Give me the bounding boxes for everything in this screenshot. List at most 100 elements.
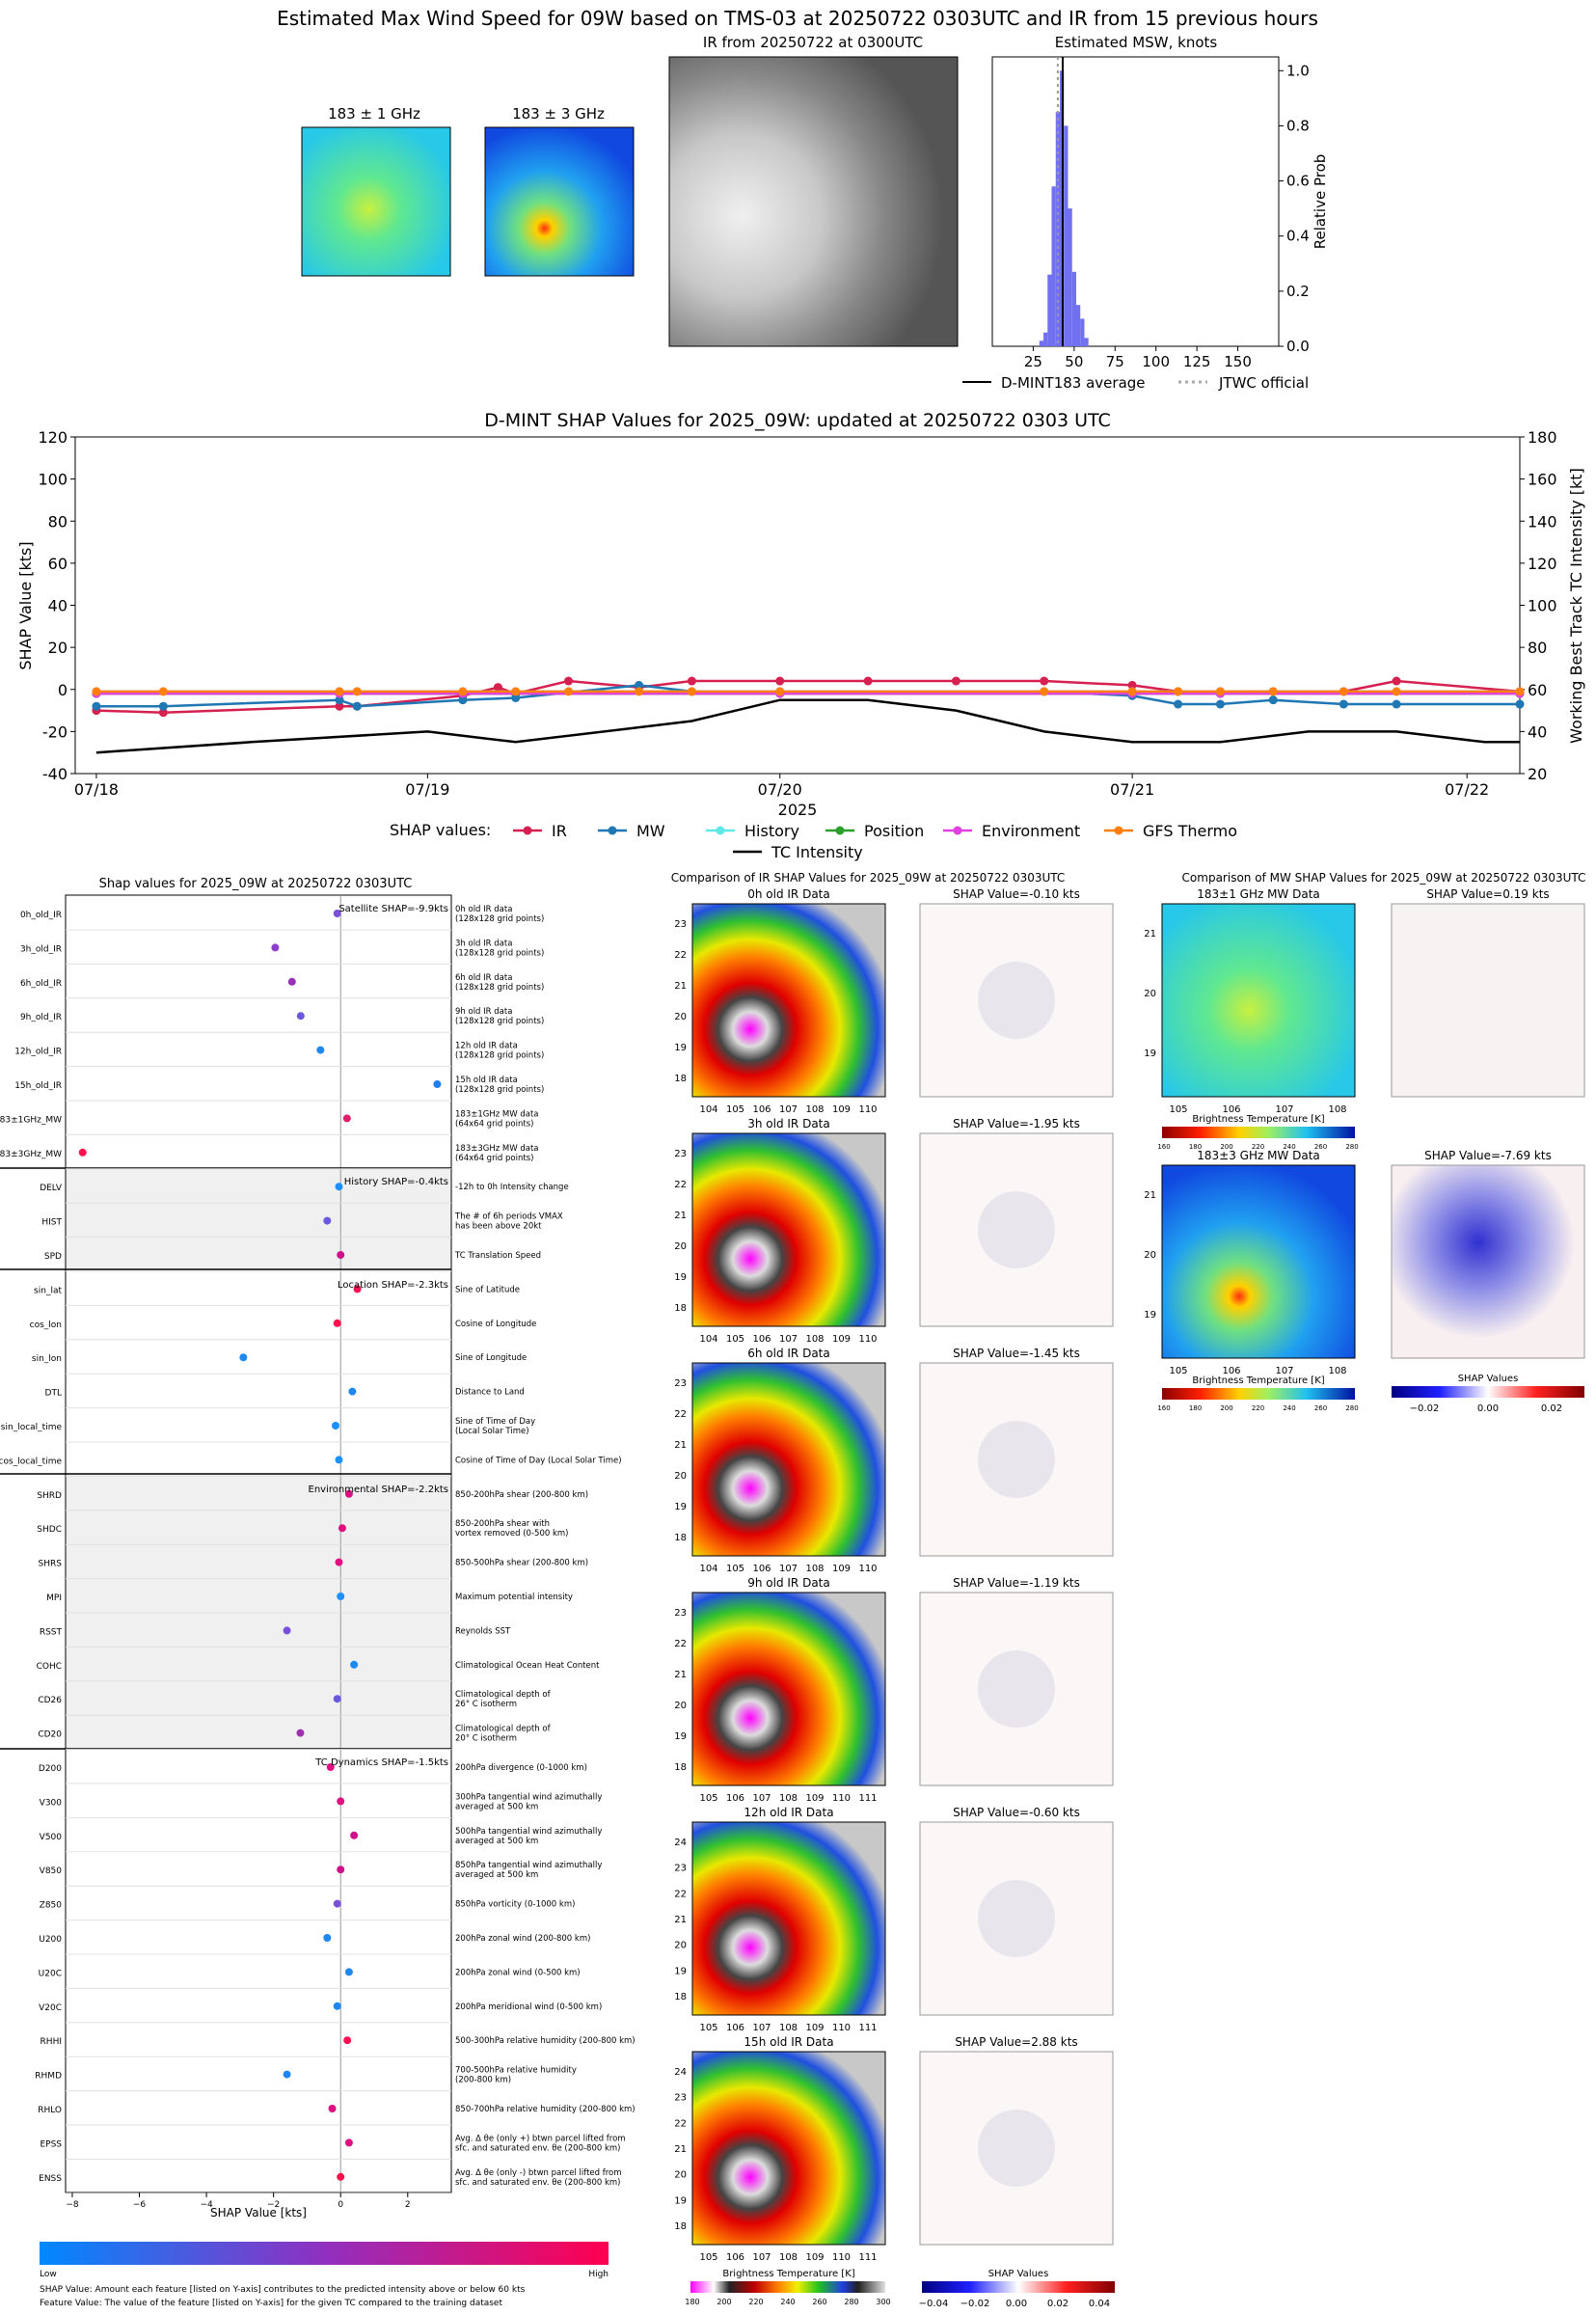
irc-shap-colorbar: [922, 2281, 1115, 2293]
feat-xtick-label: −6: [133, 2200, 147, 2210]
feat-point: [316, 1046, 325, 1054]
ts-legend-label: GFS Thermo: [1143, 822, 1237, 840]
irc-bt-colorbar: [690, 2281, 885, 2293]
feat-point: [332, 1422, 339, 1430]
irc-ytick-label: 22: [674, 1409, 687, 1420]
feat-desc: 200hPa zonal wind (0-500 km): [455, 1968, 581, 1977]
feat-desc: Climatological depth of: [455, 1690, 552, 1700]
irc-data-title: 9h old IR Data: [747, 1576, 830, 1590]
ts-legend: SHAP values: IR MW History Position Environm…: [390, 821, 1237, 861]
feat-label: 15h_old_IR: [14, 1081, 62, 1091]
hist-bar: [1055, 112, 1061, 347]
ts-point: [635, 680, 644, 690]
irc-ytick-label: 23: [674, 2093, 687, 2104]
ts-axes: [74, 436, 1521, 775]
irc-xtick-label: 109: [805, 2252, 824, 2263]
feat-group-env: Environmental SHAP=-2.2kts: [309, 1484, 449, 1495]
feat-desc: TC Translation Speed: [454, 1251, 541, 1261]
hist-xtick-label: 100: [1142, 353, 1170, 370]
ts-ytick-right-label: 80: [1528, 639, 1547, 657]
ts-point: [1127, 687, 1137, 696]
hist-xtick-label: 150: [1224, 353, 1252, 370]
hist-bar: [1064, 125, 1069, 346]
ts-ytick-left-label: 60: [48, 555, 68, 573]
feat-label: DTL: [45, 1389, 62, 1399]
ts-point: [158, 701, 168, 711]
feat-desc: The # of 6h periods VMAX: [454, 1212, 563, 1222]
feat-point: [344, 2138, 353, 2147]
irc-ytick-label: 20: [674, 1012, 687, 1022]
ts-legend-marker: [523, 826, 532, 835]
ir-image: [668, 56, 959, 347]
ts-point: [1215, 687, 1225, 696]
feature-shap-panel: Shap values for 2025_09W at 20250722 030…: [0, 877, 636, 2220]
ts-xtick-label: 07/21: [1110, 780, 1154, 799]
feat-xtick-label: −4: [200, 2200, 213, 2210]
mwc-xtick-label: 107: [1275, 1104, 1293, 1115]
irc-ir-image: [691, 1362, 886, 1557]
feat-label: 3h_old_IR: [20, 944, 62, 954]
irc-shap-image: [919, 2051, 1114, 2246]
mwc-shap-title: SHAP Value=-7.69 kts: [1424, 1149, 1552, 1162]
feat-label: sin_lat: [34, 1286, 62, 1295]
feat-label: RHHI: [41, 2037, 62, 2047]
ts-point: [1392, 687, 1401, 696]
ts-xtick-label: 07/20: [758, 780, 802, 799]
feat-desc: 12h old IR data: [455, 1042, 518, 1051]
feat-label: cos_lon: [30, 1321, 62, 1330]
mwc-title: Comparison of MW SHAP Values for 2025_09…: [1182, 871, 1586, 885]
feat-label: Z850: [40, 1901, 63, 1911]
irc-bt-colorbar-tick: 220: [748, 2298, 763, 2306]
mwc-bt-colorbar: [1162, 1127, 1355, 1138]
feat-label: U20C: [39, 1969, 62, 1978]
mwc-bt-colorbar-tick: 280: [1345, 1143, 1358, 1151]
irc-xtick-label: 108: [805, 1334, 824, 1345]
ts-point: [458, 687, 468, 696]
mwc-shap-colorbar-tick: 0.00: [1477, 1403, 1499, 1414]
feat-desc: (Local Solar Time): [455, 1427, 529, 1436]
legend-avg-label: D-MINT183 average: [1001, 374, 1146, 392]
ts-legend-label: History: [744, 822, 799, 840]
mwc-shap-colorbar-tick: 0.02: [1541, 1403, 1562, 1414]
feat-label: 12h_old_IR: [14, 1048, 62, 1057]
feat-label: EPSS: [40, 2139, 62, 2149]
mwc-bt-colorbar-tick: 220: [1252, 1143, 1264, 1151]
irc-ytick-label: 18: [674, 1992, 687, 2002]
irc-ir-image: [691, 1821, 886, 2016]
irc-ytick-label: 18: [674, 1533, 687, 1543]
irc-ytick-label: 24: [674, 2067, 687, 2078]
irc-xtick-label: 105: [699, 1793, 717, 1804]
irc-xtick-label: 105: [726, 1104, 744, 1115]
irc-ytick-label: 18: [674, 1074, 687, 1084]
irc-ytick-label: 19: [674, 1043, 687, 1053]
irc-ytick-label: 19: [674, 1502, 687, 1512]
mwc-ytick-label: 20: [1144, 989, 1156, 999]
ts-legend-marker: [1114, 826, 1123, 835]
mwc-mw-image: [1161, 903, 1356, 1098]
ts-ytick-right-label: 60: [1528, 681, 1547, 699]
ts-point: [1392, 676, 1401, 686]
mwc-bt-colorbar-tick: 240: [1283, 1143, 1295, 1151]
feat-label: SHRS: [39, 1560, 63, 1569]
feat-point: [337, 2172, 345, 2181]
irc-title: Comparison of IR SHAP Values for 2025_09…: [671, 871, 1066, 885]
ts-xtick-label: 07/22: [1445, 780, 1489, 799]
hist-bar: [1039, 340, 1044, 346]
irc-data-title: 15h old IR Data: [744, 2035, 833, 2049]
feat-point: [344, 1968, 353, 1976]
irc-xtick-label: 108: [779, 1793, 798, 1804]
feat-point: [337, 1593, 345, 1600]
ts-ytick-left-label: 80: [48, 512, 68, 531]
irc-bt-colorbar-tick: 300: [876, 2298, 890, 2306]
ts-xlabel: 2025: [778, 801, 818, 819]
irc-ytick-label: 21: [674, 1915, 687, 1925]
ts-point: [635, 687, 644, 696]
ts-point: [493, 683, 502, 693]
ts-legend-label: Environment: [982, 822, 1080, 840]
irc-ytick-label: 19: [674, 1966, 687, 1976]
feat-label: V500: [40, 1833, 63, 1842]
irc-xtick-label: 109: [805, 2023, 824, 2033]
ts-point: [511, 693, 521, 702]
feat-label: 183±3GHz_MW: [0, 1150, 62, 1159]
irc-ytick-label: 20: [674, 1471, 687, 1482]
